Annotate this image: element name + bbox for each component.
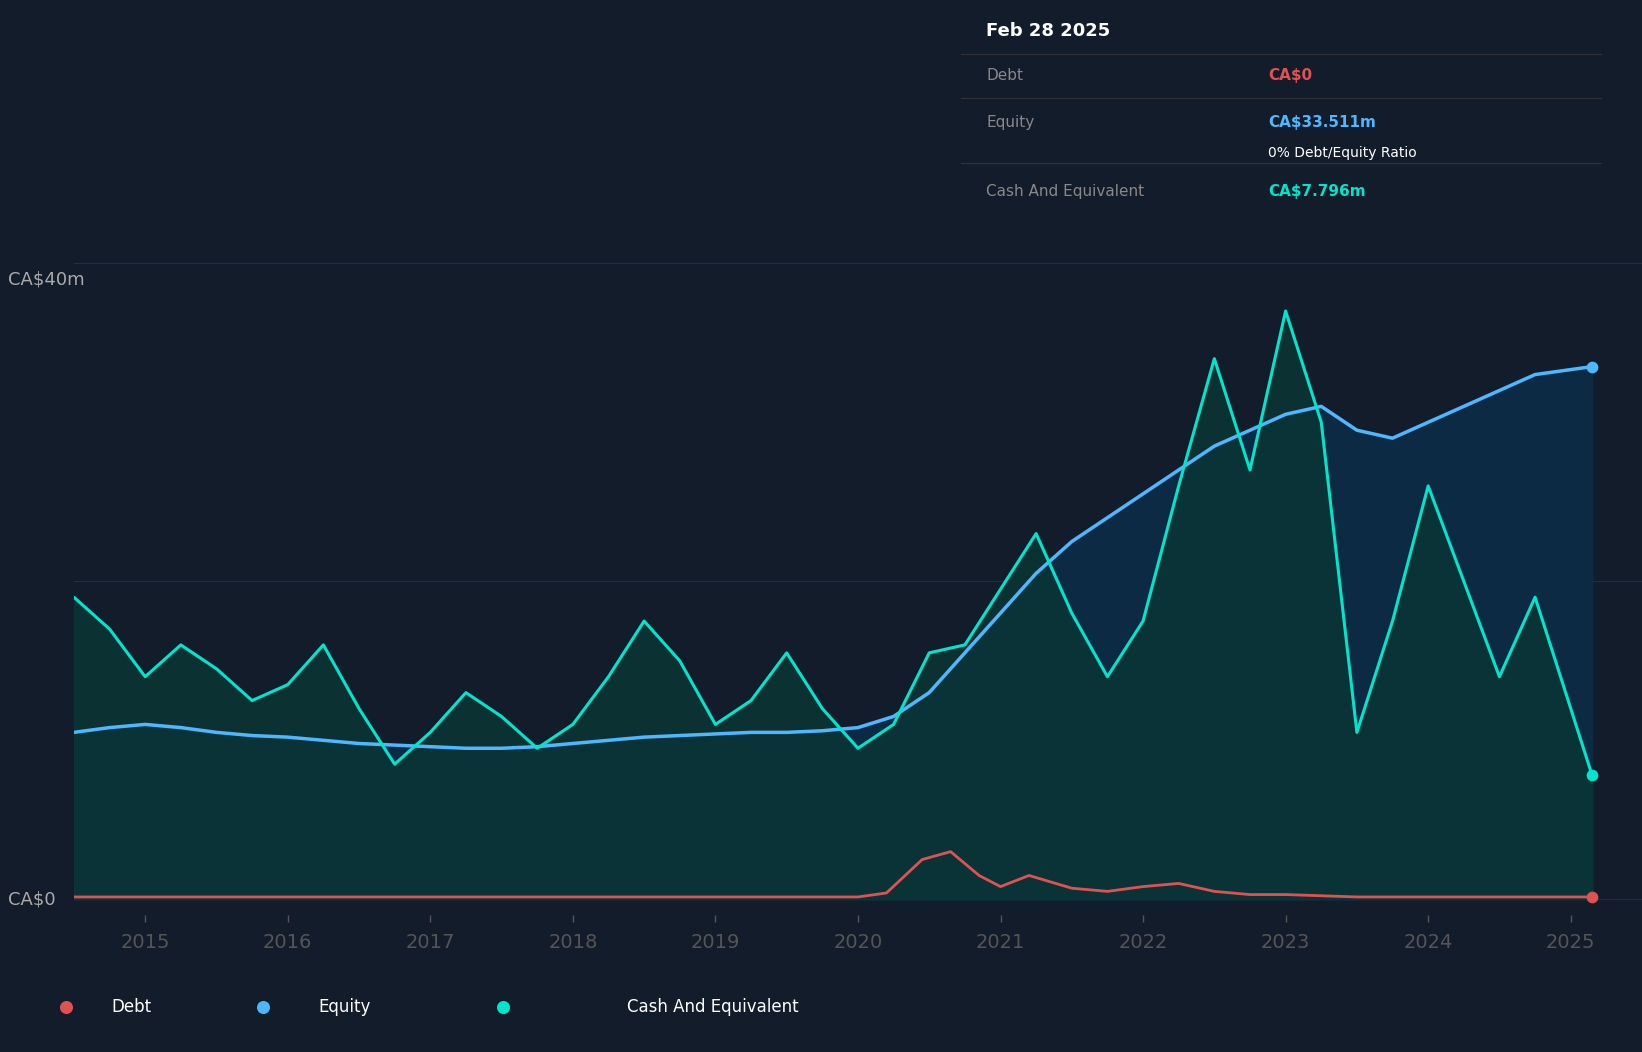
Point: [489, 999, 516, 1016]
Text: Equity: Equity: [987, 115, 1034, 129]
Text: Equity: Equity: [319, 998, 371, 1016]
Text: 0% Debt/Equity Ratio: 0% Debt/Equity Ratio: [1268, 145, 1417, 160]
Point: [53, 999, 79, 1016]
Point: [1580, 358, 1606, 375]
Text: CA$0: CA$0: [1268, 68, 1312, 83]
Point: [1580, 767, 1606, 784]
Text: CA$0: CA$0: [8, 890, 56, 909]
Text: Cash And Equivalent: Cash And Equivalent: [987, 184, 1144, 199]
Text: CA$40m: CA$40m: [8, 270, 85, 288]
Text: CA$33.511m: CA$33.511m: [1268, 115, 1376, 129]
Text: CA$7.796m: CA$7.796m: [1268, 184, 1366, 199]
Text: Feb 28 2025: Feb 28 2025: [987, 21, 1110, 40]
Point: [1580, 889, 1606, 906]
Text: Debt: Debt: [112, 998, 151, 1016]
Text: Debt: Debt: [987, 68, 1023, 83]
Text: Cash And Equivalent: Cash And Equivalent: [627, 998, 798, 1016]
Point: [250, 999, 276, 1016]
